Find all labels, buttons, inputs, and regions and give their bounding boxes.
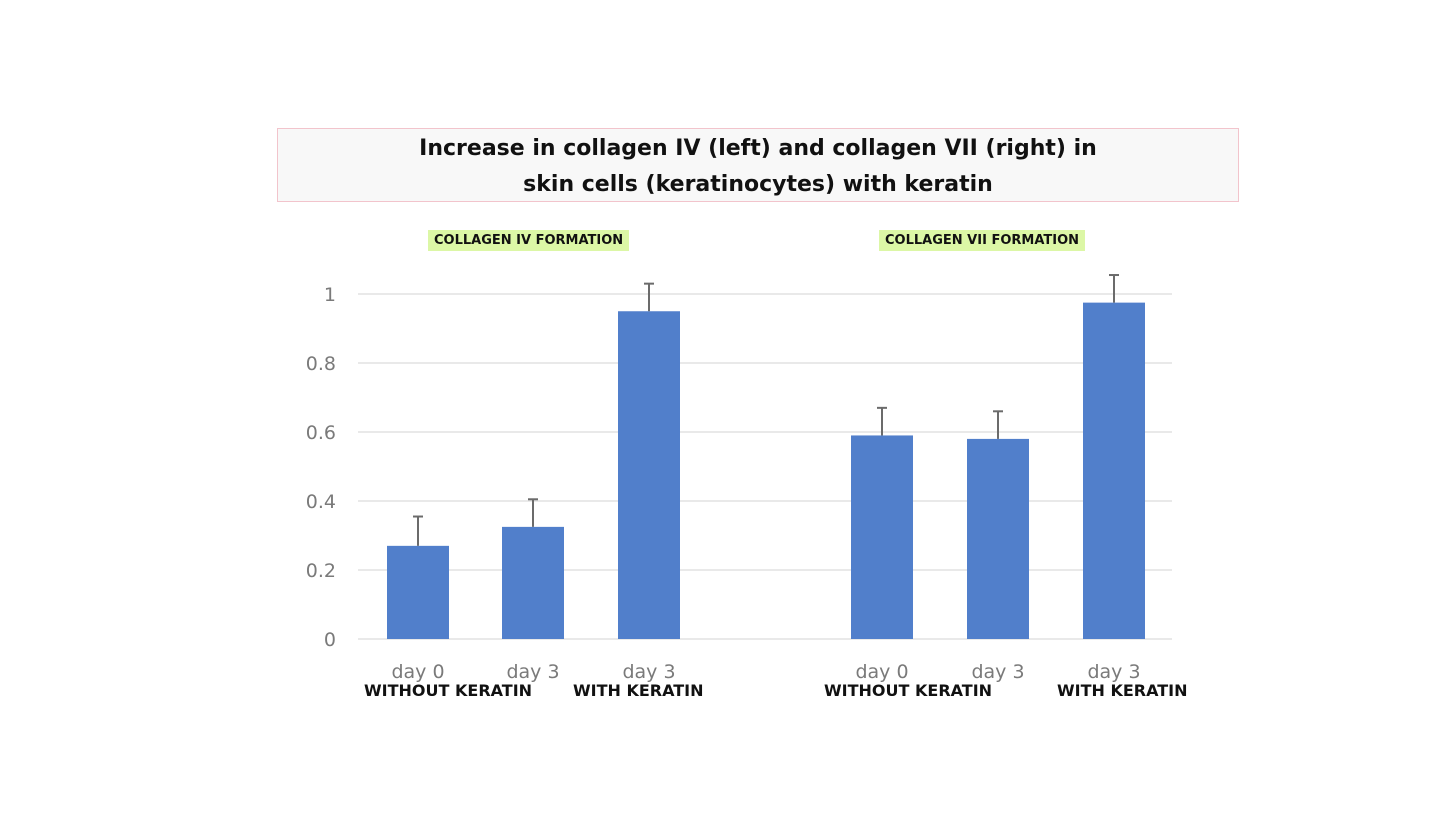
bar [387, 545, 449, 639]
y-tick-label: 1 [324, 284, 336, 306]
group-label-without-keratin-right: WITHOUT KERATIN [824, 681, 993, 700]
x-tick-label: day 0 [855, 661, 908, 683]
y-tick-label: 0.2 [306, 560, 336, 582]
x-tick-label: day 3 [622, 661, 675, 683]
bar [851, 435, 913, 639]
panel-title-collagen-iv: COLLAGEN IV FORMATION [428, 230, 630, 251]
x-tick-label: day 0 [391, 661, 444, 683]
group-label-without-keratin-left: WITHOUT KERATIN [364, 681, 533, 700]
y-tick-label: 0.8 [306, 353, 336, 375]
group-label-with-keratin-right: WITH KERATIN [1057, 681, 1188, 700]
chart-title-line-1: Increase in collagen IV (left) and colla… [419, 136, 1097, 161]
y-tick-label: 0.6 [306, 422, 336, 444]
x-tick-label: day 3 [506, 661, 559, 683]
x-tick-label: day 3 [1087, 661, 1140, 683]
x-tick-label: day 3 [971, 661, 1024, 683]
y-tick-label: 0 [324, 629, 336, 651]
bar [502, 526, 564, 639]
chart-title-box: Increase in collagen IV (left) and colla… [277, 128, 1239, 202]
bar [1083, 302, 1145, 639]
bar [618, 311, 680, 639]
panel-title-collagen-vii: COLLAGEN VII FORMATION [879, 230, 1086, 251]
chart-title-line-2: skin cells (keratinocytes) with keratin [523, 172, 993, 197]
bar [967, 438, 1029, 639]
y-tick-label: 0.4 [306, 491, 336, 513]
group-label-with-keratin-left: WITH KERATIN [573, 681, 704, 700]
